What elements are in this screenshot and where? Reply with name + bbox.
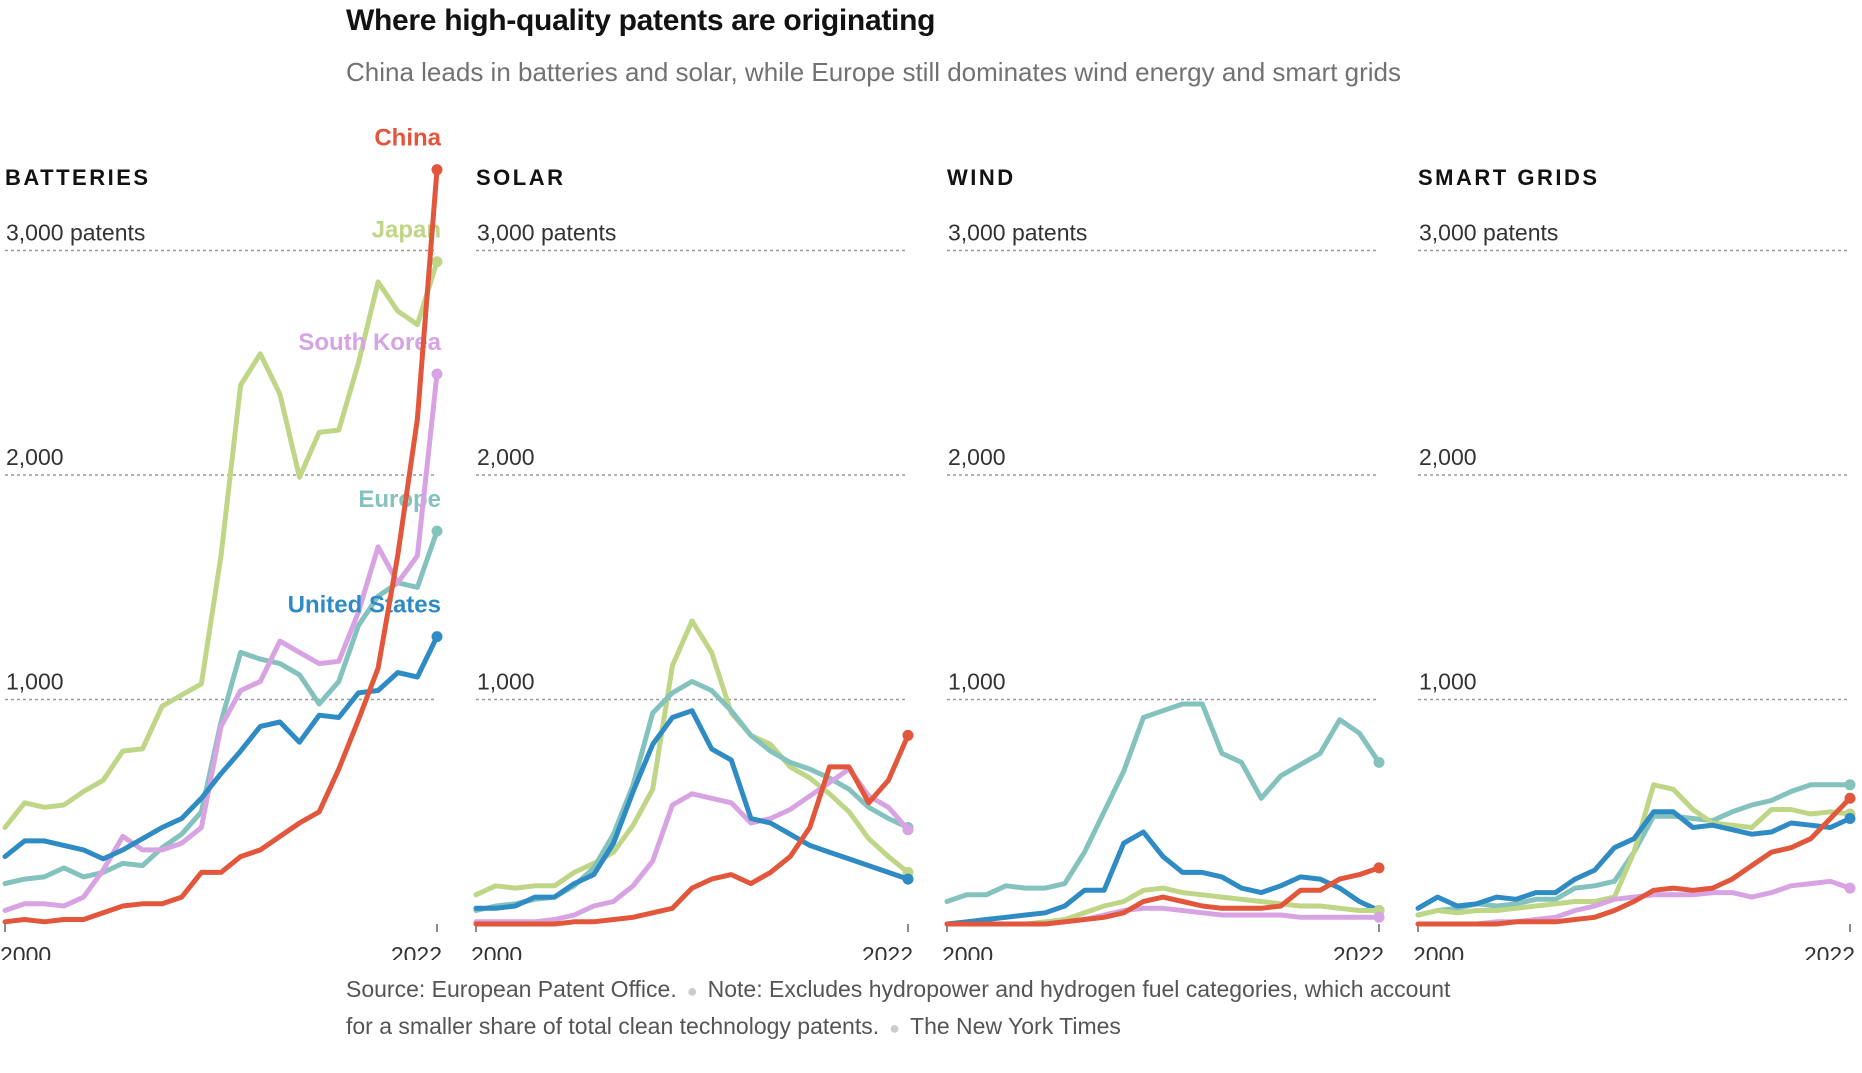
series-line-europe [944,701,1382,904]
series-endpoint-china [1373,862,1385,874]
x-label-start: 2000 [0,942,51,960]
y-tick-label: 2,000 [948,444,1006,470]
series-endpoint-japan [431,256,443,268]
chart-subtitle: China leads in batteries and solar, whil… [346,57,1402,87]
panel-title-wind: WIND [947,165,1016,190]
footer-note-part1: Note: Excludes hydropower and hydrogen f… [707,976,1451,1002]
series-label-china: China [374,125,441,152]
separator-dot: ● [889,1018,901,1038]
y-tick-label: 2,000 [6,444,64,470]
x-label-end: 2022 [1804,942,1855,960]
chart-title: Where high-quality patents are originati… [346,4,936,37]
y-tick-label: 3,000 patents [1419,220,1558,246]
series-endpoint-europe [1844,779,1856,791]
series-line-united-states [1415,809,1853,911]
series-label-united-states: United States [288,592,441,619]
series-endpoint-united-states [431,631,443,643]
series-endpoint-united-states [1844,812,1856,824]
series-line-japan [1415,782,1853,918]
x-label-start: 2000 [1413,942,1464,960]
y-tick-label: 3,000 patents [948,220,1087,246]
small-multiples-chart: BATTERIES 1,000 2,000 3,000 patents 2000 2022… [0,125,1856,960]
x-label-end: 2022 [1333,942,1384,960]
panel-title-solar: SOLAR [476,165,566,190]
series-line-japan [2,259,440,830]
series-endpoint-south-korea [902,824,914,836]
series-line-china [1415,795,1853,927]
series-endpoint-south-korea [1373,911,1385,923]
series-endpoint-south-korea [1844,882,1856,894]
series-line-united-states [2,634,440,862]
series-line-japan [473,618,911,898]
series-endpoint-china [902,729,914,741]
series-endpoint-china [431,164,443,176]
separator-dot: ● [686,981,698,1001]
series-endpoint-south-korea [431,368,443,380]
series-line-south-korea [473,766,911,925]
y-tick-label: 2,000 [1419,444,1477,470]
x-label-start: 2000 [471,942,522,960]
panel-title-batteries: BATTERIES [5,165,151,190]
series-endpoint-europe [431,525,443,537]
series-endpoint-china [1844,792,1856,804]
chart-footer: Source: European Patent Office. ● Note: Ex… [346,972,1586,1046]
series-endpoint-united-states [902,873,914,885]
x-label-end: 2022 [862,942,913,960]
series-label-south-korea: South Korea [298,329,441,356]
y-tick-label: 1,000 [6,669,64,695]
x-label-end: 2022 [391,942,442,960]
series-line-china [2,167,440,925]
y-tick-label: 2,000 [477,444,535,470]
y-tick-label: 3,000 patents [477,220,616,246]
footer-note-part2: for a smaller share of total clean techn… [346,1013,880,1039]
series-endpoint-europe [1373,756,1385,768]
y-tick-label: 3,000 patents [6,220,145,246]
y-tick-label: 1,000 [477,669,535,695]
y-tick-label: 1,000 [1419,669,1477,695]
series-line-united-states [944,829,1382,927]
series-line-europe [2,528,440,887]
panel-title-smart-grids: SMART GRIDS [1418,165,1600,190]
footer-credit: The New York Times [910,1013,1121,1039]
footer-source: Source: European Patent Office. [346,976,677,1002]
x-label-start: 2000 [942,942,993,960]
series-line-south-korea [2,371,440,913]
series-line-china [473,732,911,927]
y-tick-label: 1,000 [948,669,1006,695]
series-label-europe: Europe [358,486,441,513]
series-line-united-states [473,708,911,911]
series-line-china [944,865,1382,927]
